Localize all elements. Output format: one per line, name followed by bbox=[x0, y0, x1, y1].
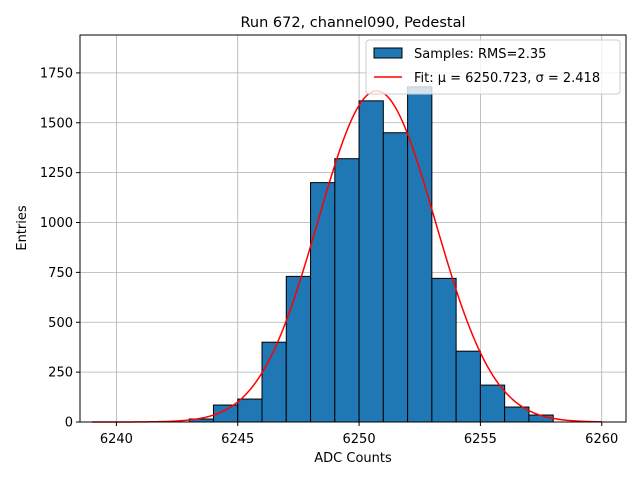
legend-histogram-swatch bbox=[373, 47, 403, 59]
x-tick-label: 6245 bbox=[221, 432, 254, 447]
legend-histogram-label: Samples: RMS=2.35 bbox=[414, 47, 546, 62]
y-tick-label: 1750 bbox=[40, 66, 73, 81]
histogram-bar bbox=[407, 86, 433, 423]
histogram-bar bbox=[358, 100, 384, 423]
legend: Samples: RMS=2.35 Fit: μ = 6250.723, σ =… bbox=[365, 39, 621, 95]
histogram-bars bbox=[188, 86, 554, 423]
x-tick-label: 6250 bbox=[343, 432, 376, 447]
y-tick-label: 1500 bbox=[40, 116, 73, 131]
fit-curve bbox=[92, 90, 602, 423]
histogram-bar bbox=[382, 132, 409, 423]
y-tick-label: 1250 bbox=[40, 166, 73, 181]
x-axis-ticks: 6240 6245 6250 6255 6260 bbox=[100, 422, 618, 447]
y-tick-label: 750 bbox=[48, 266, 73, 281]
histogram-bar bbox=[310, 182, 336, 423]
x-tick-label: 6255 bbox=[464, 432, 497, 447]
histogram-bar bbox=[334, 158, 360, 423]
x-tick-label: 6260 bbox=[585, 432, 618, 447]
histogram-bar bbox=[237, 398, 263, 423]
legend-box bbox=[365, 39, 621, 95]
histogram-bar bbox=[479, 384, 506, 423]
y-tick-label: 1000 bbox=[40, 216, 73, 231]
x-tick-label: 6240 bbox=[100, 432, 133, 447]
x-axis-label: ADC Counts bbox=[314, 451, 392, 466]
plot-frame bbox=[79, 34, 627, 423]
histogram-bar bbox=[455, 350, 481, 423]
y-tick-label: 250 bbox=[48, 366, 73, 381]
histogram-bar bbox=[285, 275, 312, 423]
y-tick-label: 500 bbox=[48, 316, 73, 331]
y-axis-label: Entries bbox=[15, 205, 30, 251]
histogram-bar bbox=[431, 277, 457, 423]
y-axis-ticks: 0 250 500 750 1000 1250 1500 1750 bbox=[40, 66, 80, 431]
histogram-bar bbox=[261, 341, 287, 423]
y-tick-label: 0 bbox=[65, 416, 73, 431]
legend-fit-label: Fit: μ = 6250.723, σ = 2.418 bbox=[414, 71, 600, 86]
chart-title: Run 672, channel090, Pedestal bbox=[240, 15, 465, 31]
